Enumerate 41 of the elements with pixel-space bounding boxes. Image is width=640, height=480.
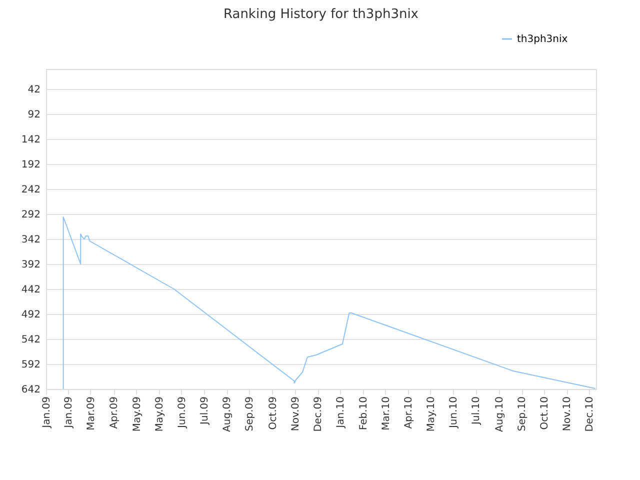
y-tick-label: 492: [21, 310, 40, 320]
x-tick-label: Jun.10: [448, 396, 460, 430]
x-tick-label: Mar.10: [380, 396, 392, 430]
x-tick-label: Jul.09: [200, 396, 211, 426]
y-tick-label: 442: [21, 284, 40, 296]
y-tick-label: 42: [28, 84, 40, 96]
y-tick-label: 142: [21, 134, 40, 146]
x-tick-label: Jun.09: [176, 396, 188, 430]
y-tick-label: 242: [21, 184, 40, 196]
x-tick-label: Oct.10: [540, 396, 551, 430]
line-series: [62, 216, 596, 390]
x-tick-label: Apr.10: [403, 396, 414, 429]
x-tick-label: Apr.09: [109, 396, 120, 429]
x-tick-label: Jan.09: [63, 396, 74, 429]
y-tick-label: 592: [21, 360, 40, 370]
x-tick-label: Jan.10: [336, 396, 347, 429]
x-tick-label: Aug.09: [222, 396, 234, 432]
x-tick-label: May.09: [154, 396, 166, 432]
x-tick-label: Dec.10: [584, 396, 596, 432]
y-tick-label: 192: [21, 160, 40, 170]
y-tick-label: 92: [28, 110, 40, 120]
x-tick-label: Sep.09: [244, 396, 256, 432]
x-tick-label: Nov.10: [562, 396, 574, 432]
chart-title: Ranking History for th3ph3nix: [223, 7, 419, 22]
x-tick-label: Jan.09: [42, 396, 52, 429]
x-tick-label: Jul.10: [471, 396, 482, 426]
x-tick-label: Sep.10: [517, 396, 528, 432]
x-tick-label: Nov.09: [290, 396, 302, 432]
x-tick-label: Feb.10: [358, 396, 370, 430]
y-tick-label: 542: [21, 334, 40, 346]
y-tick-label: 292: [21, 210, 40, 220]
x-tick-label: Mar.09: [86, 396, 97, 430]
x-tick-label: May.10: [426, 396, 437, 432]
x-tick-label: Dec.09: [313, 396, 324, 432]
legend-label: th3ph3nix: [517, 34, 568, 45]
y-tick-label: 342: [21, 234, 40, 246]
x-tick-label: Aug.10: [494, 396, 506, 432]
y-tick-label: 642: [21, 384, 40, 396]
x-tick-label: May.09: [132, 396, 143, 432]
y-tick-label: 392: [21, 260, 40, 270]
x-tick-label: Oct.09: [268, 396, 279, 430]
